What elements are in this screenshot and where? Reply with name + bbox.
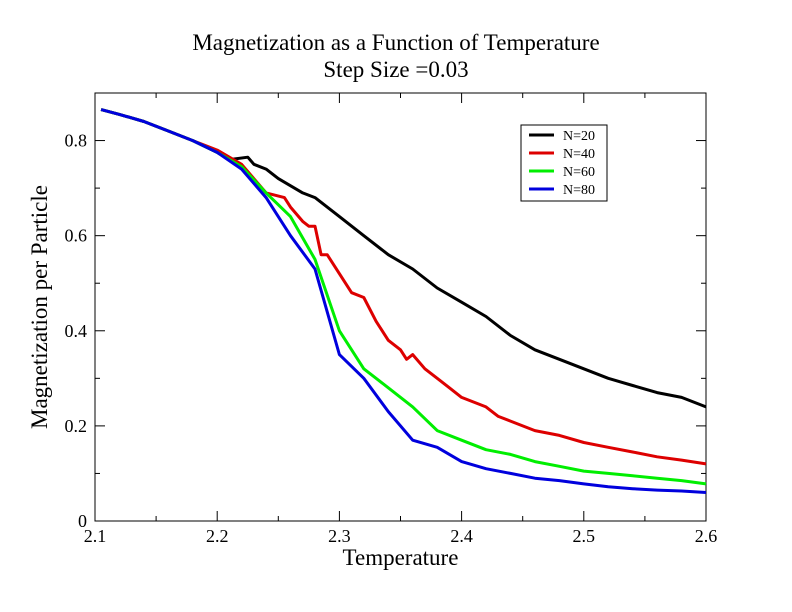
x-tick-label: 2.1 [84,526,107,546]
y-tick-label: 0.6 [65,226,88,246]
axes: 2.1 2.2 2.3 2.4 2.5 2.6 0 0.2 0.4 0.6 0.8 [65,93,718,546]
legend-label: N=40 [563,147,595,162]
x-axis-label: Temperature [342,545,459,570]
y-tick-label: 0 [78,511,87,531]
plot-border [94,92,707,522]
x-tick-label: 2.3 [328,526,351,546]
series-line-4 [100,108,707,494]
legend-label: N=60 [563,165,595,180]
x-tick-label: 2.5 [573,526,596,546]
series-lines [100,108,707,494]
y-tick-label: 0.4 [65,321,88,341]
legend: N=20 N=40 N=60 N=80 [520,124,608,202]
legend-label: N=80 [563,183,595,198]
x-tick-label: 2.6 [695,526,718,546]
chart-subtitle: Step Size =0.03 [323,57,469,82]
plot-area [94,92,707,522]
x-tick-label: 2.2 [206,526,229,546]
y-axis-label: Magnetization per Particle [27,185,52,429]
series-line-1 [100,108,707,409]
x-tick-label: 2.4 [450,526,473,546]
y-tick-label: 0.8 [65,131,88,151]
legend-label: N=20 [563,129,595,144]
series-line-2 [100,108,707,466]
y-tick-label: 0.2 [65,416,88,436]
chart-title: Magnetization as a Function of Temperatu… [192,30,600,55]
